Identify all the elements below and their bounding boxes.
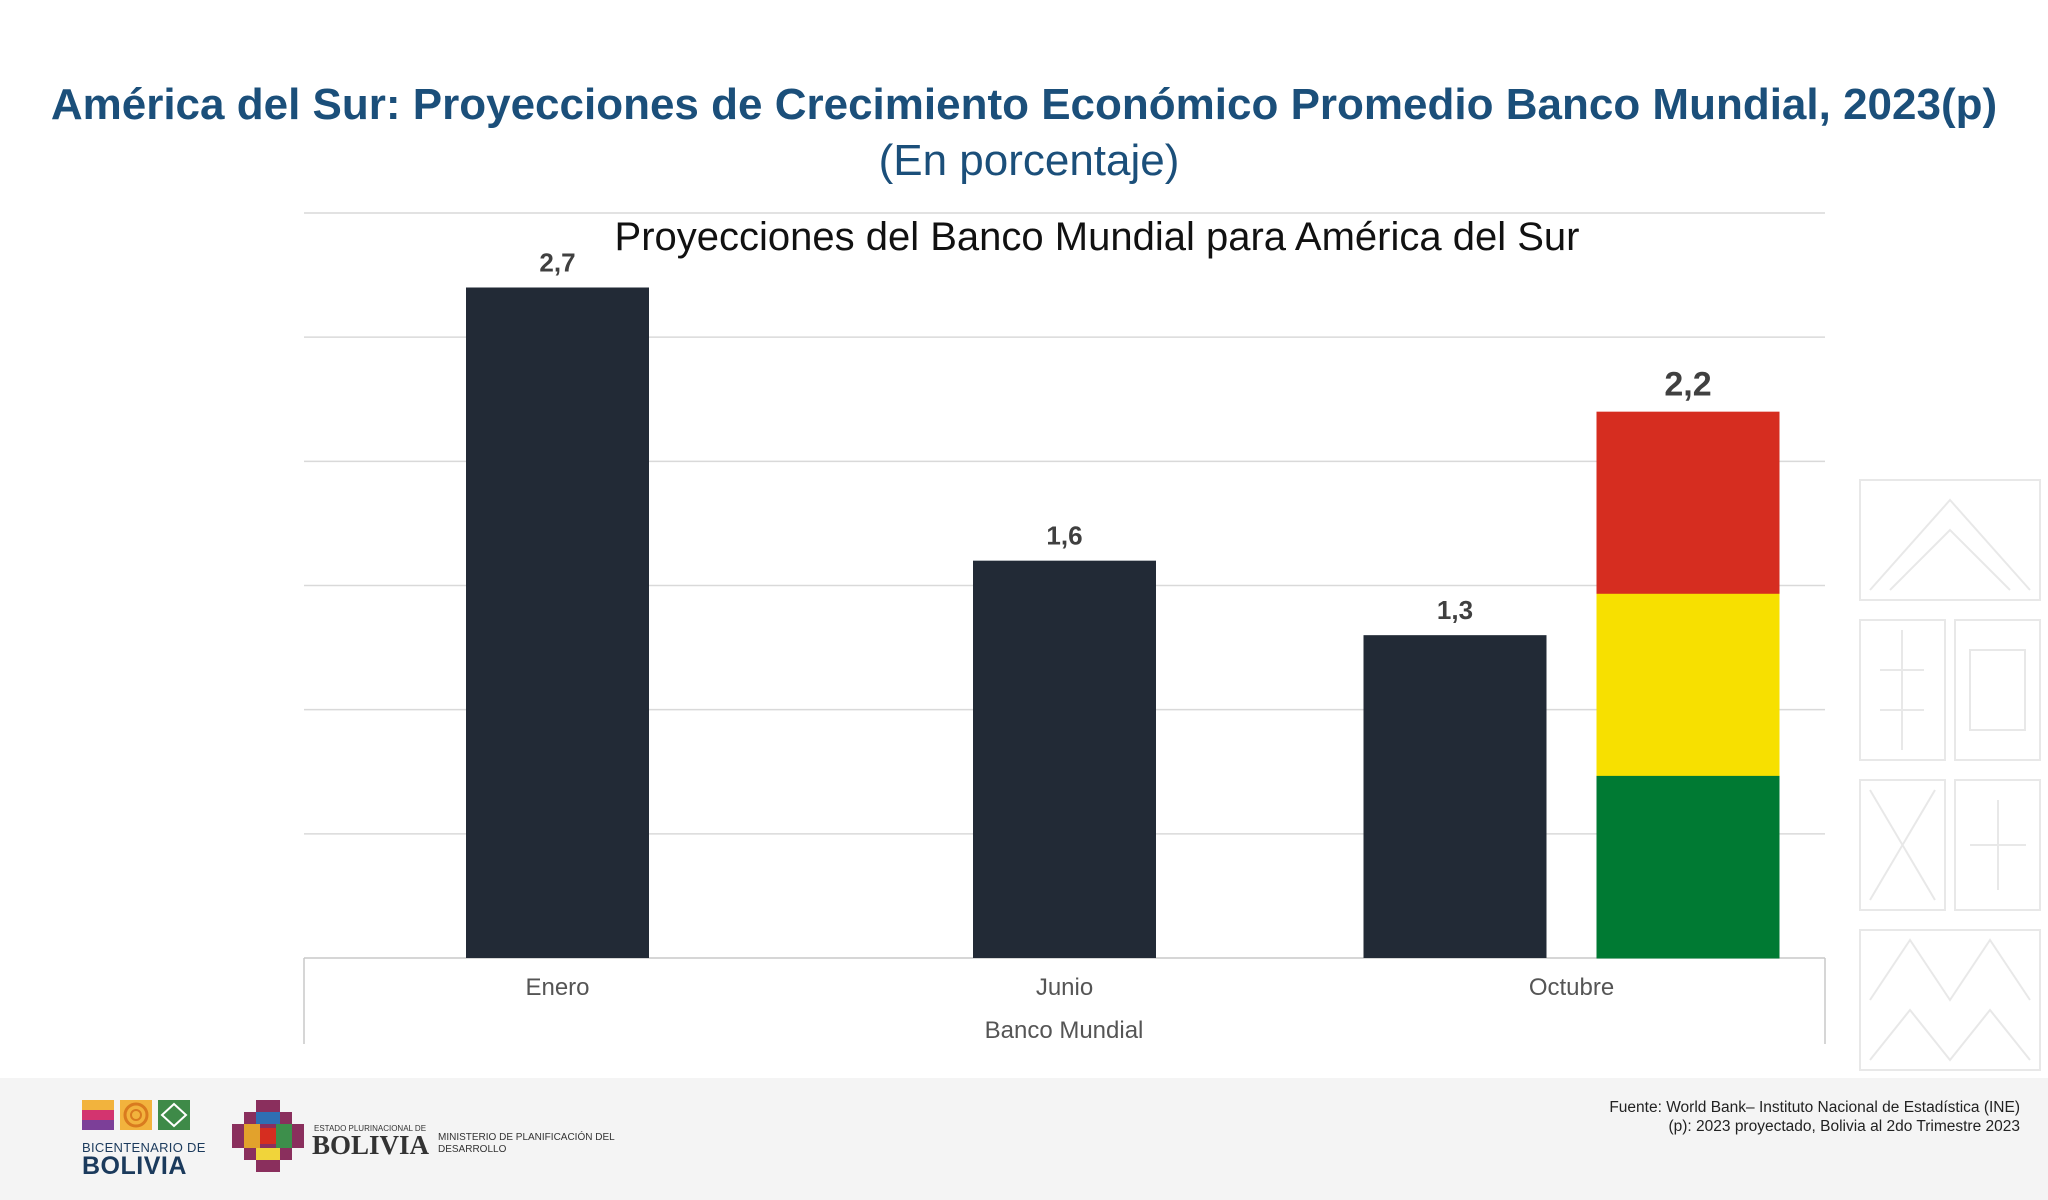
bicentenario-line1: BICENTENARIO DE (82, 1140, 206, 1155)
x-tick-label: Enero (525, 974, 589, 1001)
data-label: 1,3 (1437, 595, 1473, 625)
bar-segment (1596, 775, 1780, 959)
estado-label: ESTADO PLURINACIONAL DE (314, 1124, 427, 1133)
ministerio-logo: ESTADO PLURINACIONAL DE BOLIVIA MINISTER… (232, 1100, 632, 1172)
bicentenario-logo: BICENTENARIO DE BOLIVIA (82, 1098, 205, 1180)
data-labels: 2,7 1,6 1,3 2,2 (539, 248, 1711, 626)
data-label: 2,7 (539, 248, 575, 278)
decorative-pattern-icon (1859, 479, 2041, 1071)
chart-title: Proyecciones del Banco Mundial para Amér… (615, 215, 1580, 259)
bar-segment (1596, 411, 1780, 595)
data-label: 1,6 (1046, 521, 1082, 551)
page-subtitle: (En porcentaje) (878, 136, 1180, 185)
source-text: Fuente: World Bank– Instituto Nacional d… (1609, 1099, 2020, 1116)
bar-segment (1596, 593, 1780, 777)
data-label: 2,2 (1664, 366, 1711, 404)
bar (973, 560, 1156, 958)
footer-bar (0, 1078, 2048, 1200)
x-tick-label: Octubre (1529, 974, 1614, 1001)
bar (1363, 635, 1547, 958)
chakana-emblem-icon (232, 1100, 304, 1172)
bolivia-label: BOLIVIA (312, 1130, 430, 1160)
bars (466, 287, 1780, 959)
bicentenario-emblem-icon (82, 1100, 190, 1130)
x-tick-label: Junio (1036, 974, 1093, 1001)
ministerio-label: MINISTERIO DE PLANIFICACIÓN DEL DESARROL… (438, 1132, 615, 1155)
x-tick-labels: Enero Junio Octubre (525, 974, 1614, 1001)
projection-note: (p): 2023 proyectado, Bolivia al 2do Tri… (1668, 1118, 2020, 1135)
bar-chart: Proyecciones del Banco Mundial para Amér… (303, 212, 1826, 1044)
page-title: América del Sur: Proyecciones de Crecimi… (50, 80, 1998, 129)
x-axis-label: Banco Mundial (985, 1017, 1144, 1044)
bar (466, 287, 649, 958)
bicentenario-line2: BOLIVIA (82, 1152, 187, 1180)
